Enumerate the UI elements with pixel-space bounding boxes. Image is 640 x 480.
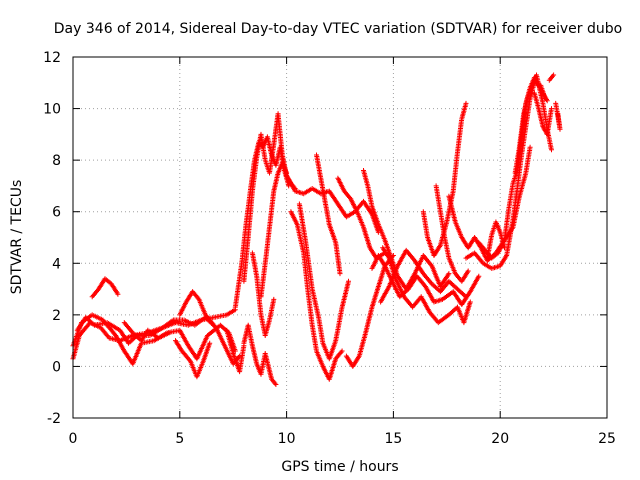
data-point-track <box>249 250 277 338</box>
x-tick-label: 20 <box>491 431 509 447</box>
data-point-track <box>546 72 557 83</box>
x-tick-label: 25 <box>598 431 616 447</box>
data-point-track <box>241 322 279 387</box>
data-point-track <box>121 320 172 344</box>
series-sdtvar <box>70 72 563 387</box>
data-point-track <box>241 111 298 284</box>
data-point-track <box>296 201 351 362</box>
x-tick-label: 0 <box>69 431 78 447</box>
x-tick-label: 10 <box>278 431 296 447</box>
data-point-track <box>258 160 290 300</box>
y-tick-label: 12 <box>43 50 61 66</box>
data-point-track <box>224 327 247 375</box>
data-point-track <box>433 183 471 284</box>
y-tick-label: 4 <box>52 256 61 272</box>
data-points <box>70 72 563 387</box>
chart-title: Day 346 of 2014, Sidereal Day-to-day VTE… <box>54 21 622 37</box>
y-tick-label: 6 <box>52 205 61 221</box>
data-point-track <box>380 245 473 326</box>
data-point-track <box>177 289 217 328</box>
y-tick-label: 8 <box>52 153 61 169</box>
data-point-track <box>553 100 563 132</box>
axis-ticks <box>72 56 608 419</box>
data-point-track <box>173 338 213 380</box>
data-point-track <box>484 219 507 261</box>
y-axis-label: SDTVAR / TECUs <box>9 180 25 295</box>
x-tick-label: 5 <box>175 431 184 447</box>
y-tick-label: 10 <box>43 102 61 118</box>
data-point-track <box>89 276 121 300</box>
x-tick-label: 15 <box>384 431 402 447</box>
y-tick-label: 2 <box>52 308 61 324</box>
data-point-track <box>314 152 343 277</box>
plot-border <box>72 56 608 419</box>
x-axis-label: GPS time / hours <box>281 459 398 475</box>
data-point-track <box>531 90 554 137</box>
tick-labels: 0 5 10 15 20 25 -2 0 2 4 6 8 10 12 <box>43 50 616 447</box>
y-tick-label: 0 <box>52 359 61 375</box>
data-point-track <box>288 209 345 382</box>
y-tick-label: -2 <box>47 411 61 427</box>
